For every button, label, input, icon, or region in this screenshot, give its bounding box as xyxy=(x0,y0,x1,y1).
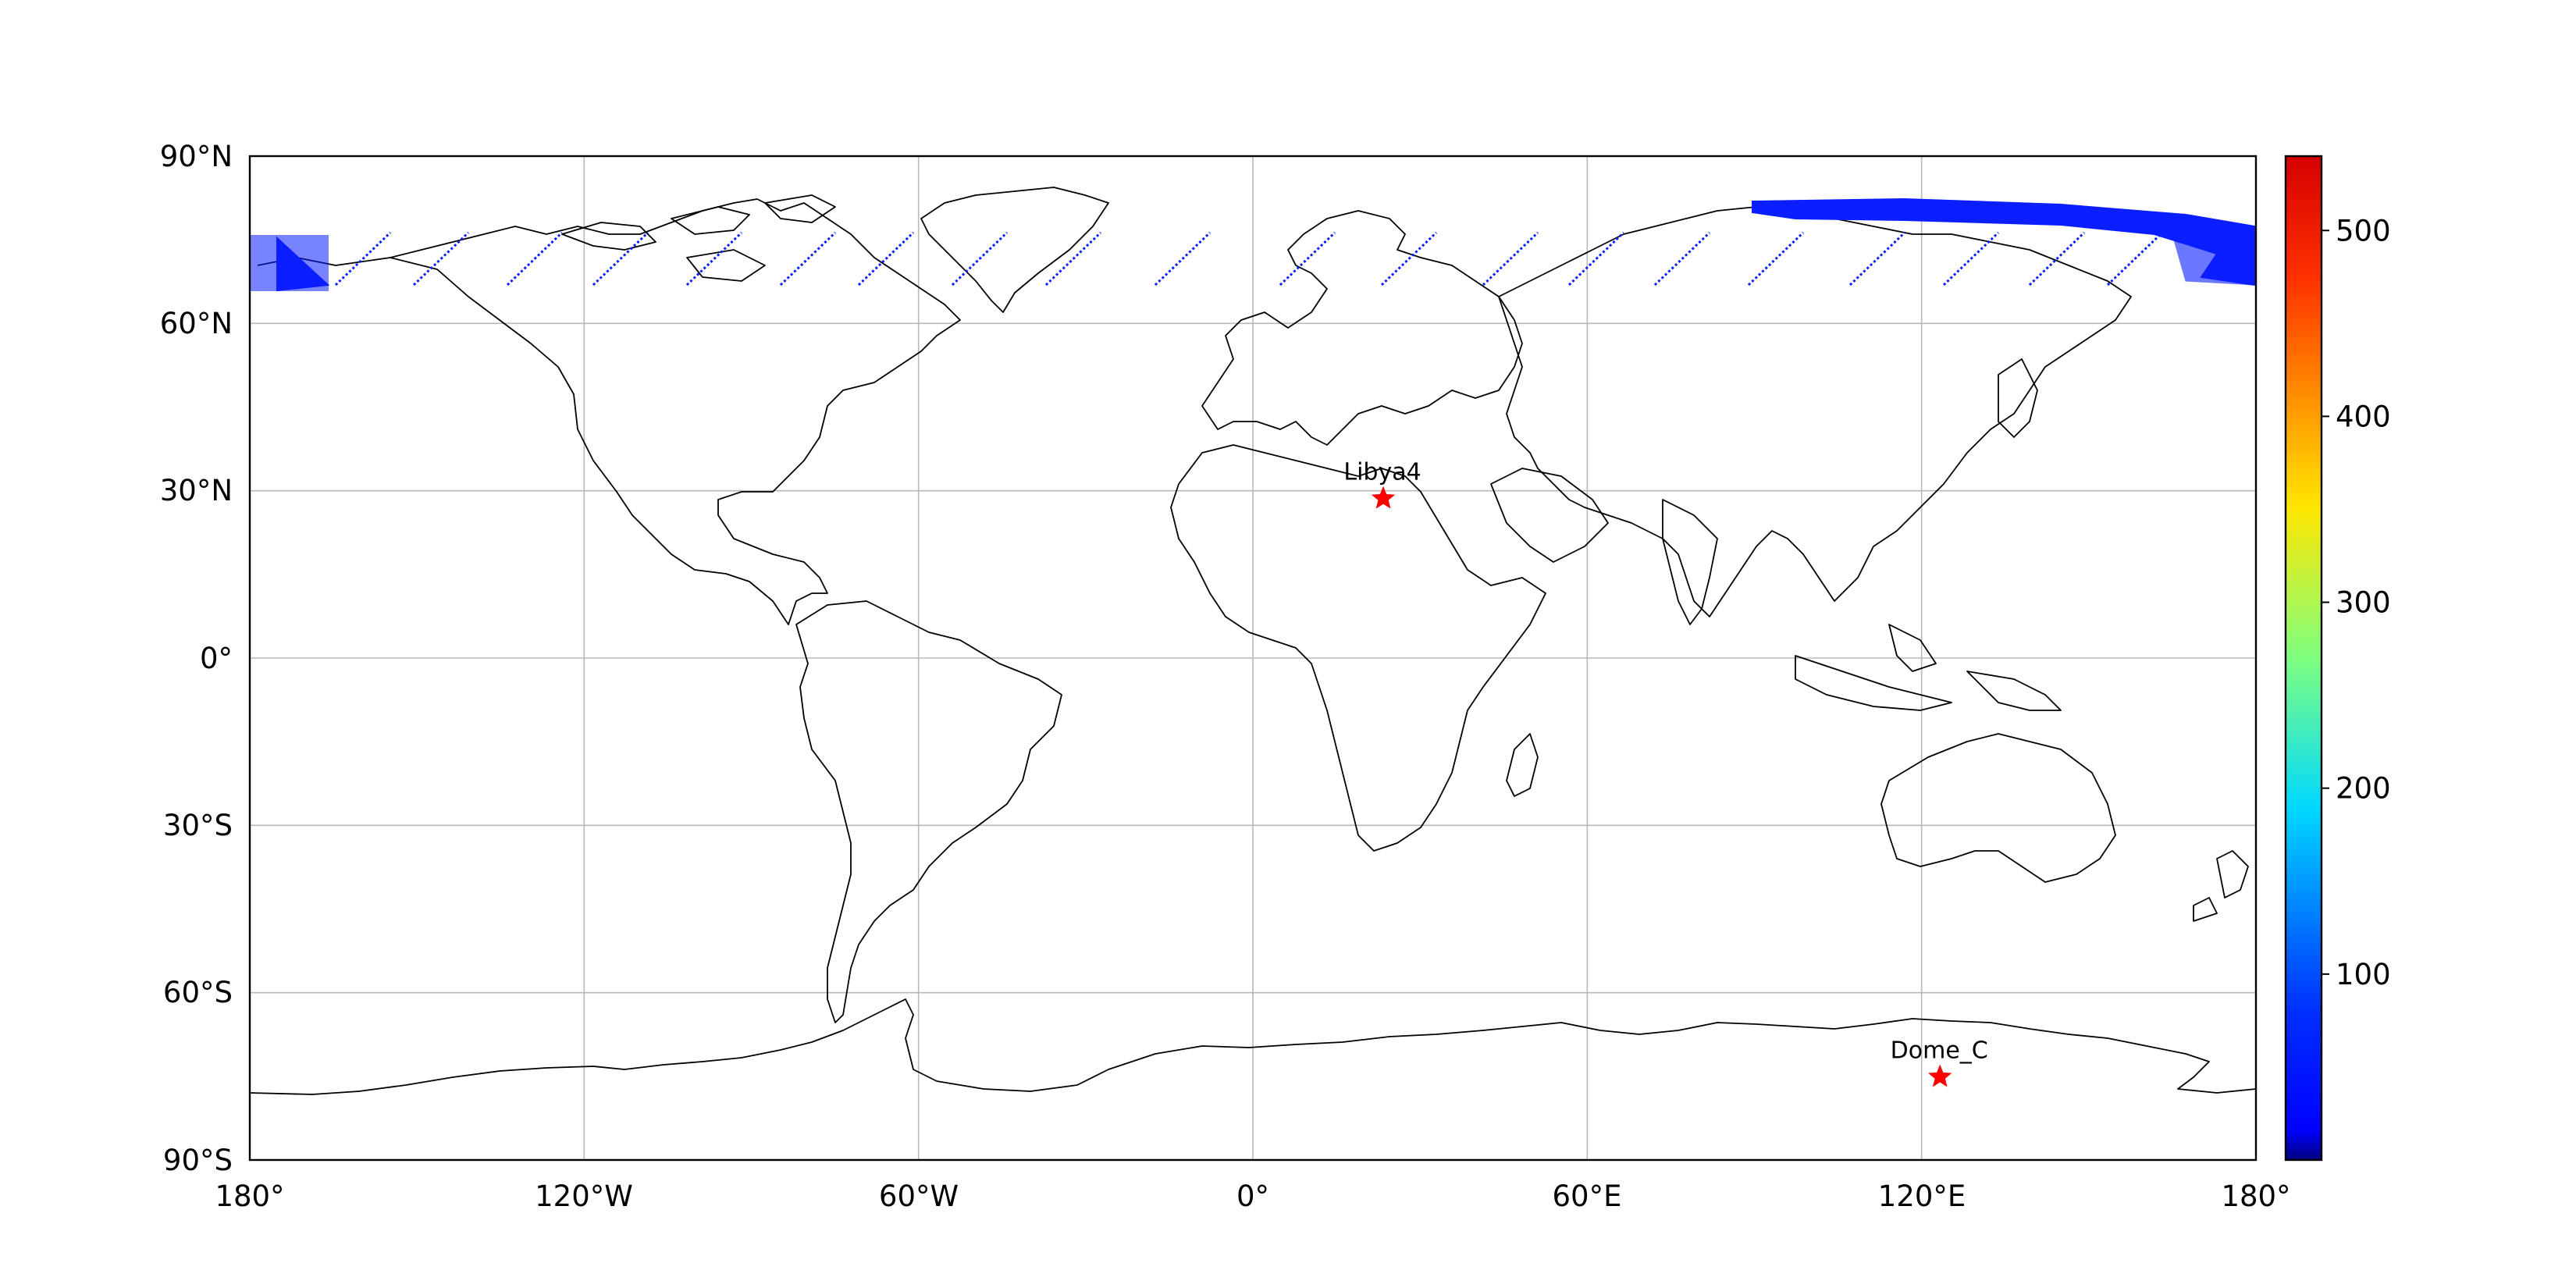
coastline-europe xyxy=(1201,210,1523,446)
y-tick-label: 90°N xyxy=(160,140,233,173)
x-tick-label: 0° xyxy=(1236,1179,1269,1213)
coastline-madagascar xyxy=(1506,733,1539,797)
swath-triangle xyxy=(276,236,330,292)
swath-line xyxy=(1279,231,1336,286)
swath-line xyxy=(1044,231,1102,286)
coastline-africa xyxy=(1170,444,1546,852)
swath-line xyxy=(1942,231,2000,286)
colorbar-tick-label: 200 xyxy=(2336,772,2391,806)
coastline-arctic-islands xyxy=(561,194,836,282)
star-icon xyxy=(1371,486,1396,509)
colorbar-tick-label: 300 xyxy=(2336,586,2391,620)
y-tick-label: 30°N xyxy=(160,474,233,507)
swath-line xyxy=(857,231,915,286)
swath-block-right xyxy=(2169,226,2255,286)
x-tick-label: 60°E xyxy=(1553,1179,1622,1213)
swath-line xyxy=(1380,231,1438,286)
y-tick-label: 60°S xyxy=(163,976,233,1009)
site-label-libya4: Libya4 xyxy=(1343,459,1421,486)
colorbar-tick-label: 500 xyxy=(2336,214,2391,247)
x-axis-ticks: 180° 120°W 60°W 0° 60°E 120°E 180° xyxy=(215,1179,2290,1213)
swath-line xyxy=(2106,231,2164,286)
y-tick-label: 90°S xyxy=(163,1144,233,1177)
star-icon xyxy=(1928,1064,1952,1087)
swath-line xyxy=(951,231,1009,286)
x-tick-label: 180° xyxy=(215,1179,284,1213)
coastline-australia xyxy=(1880,733,2116,883)
swath-line xyxy=(592,231,649,286)
coastline-india xyxy=(1662,499,1718,625)
coastline-new-zealand xyxy=(2193,850,2249,922)
map-frame xyxy=(248,155,2258,1162)
y-tick-label: 60°N xyxy=(160,307,233,340)
y-tick-label: 30°S xyxy=(163,809,233,842)
coastline-indonesia xyxy=(1795,624,2062,711)
swath-line xyxy=(685,231,743,286)
swath-line xyxy=(412,231,470,286)
swath-line xyxy=(1154,231,1212,286)
colorbar-tick-label: 100 xyxy=(2336,958,2391,991)
site-label-dome-c: Dome_C xyxy=(1891,1037,1988,1065)
colorbar: 100 200 300 400 500 xyxy=(2284,155,2391,1162)
site-markers: Libya4 Dome_C xyxy=(1343,459,1988,1087)
swath-traces xyxy=(251,197,2255,292)
site-dome-c[interactable]: Dome_C xyxy=(1891,1037,1988,1087)
swath-line xyxy=(334,231,392,286)
colorbar-tick-label: 400 xyxy=(2336,400,2391,433)
swath-line xyxy=(1567,231,1625,286)
x-tick-label: 180° xyxy=(2221,1179,2290,1213)
x-tick-label: 60°W xyxy=(879,1179,959,1213)
swath-line xyxy=(2028,231,2086,286)
coastline-antarctica xyxy=(250,998,2256,1095)
coastline-japan xyxy=(1998,358,2038,438)
swath-line xyxy=(779,231,837,286)
site-libya4[interactable]: Libya4 xyxy=(1343,459,1421,509)
coastline-arabia xyxy=(1490,468,1609,563)
swath-line xyxy=(1747,231,1805,286)
x-tick-label: 120°E xyxy=(1878,1179,1966,1213)
colorbar-gradient xyxy=(2284,155,2323,1162)
x-tick-label: 120°W xyxy=(535,1179,633,1213)
map-area[interactable]: Libya4 Dome_C xyxy=(248,155,2258,1162)
y-axis-ticks: 90°N 60°N 30°N 0° 30°S 60°S 90°S xyxy=(160,140,233,1177)
swath-line xyxy=(1653,231,1711,286)
coastline-south-america xyxy=(795,600,1062,1023)
swath-line xyxy=(1848,231,1906,286)
swath-line xyxy=(506,231,564,286)
colorbar-ticks: 100 200 300 400 500 xyxy=(2322,214,2391,991)
y-tick-label: 0° xyxy=(200,642,233,675)
coastline-greenland xyxy=(920,187,1109,313)
swath-line xyxy=(1482,231,1539,286)
